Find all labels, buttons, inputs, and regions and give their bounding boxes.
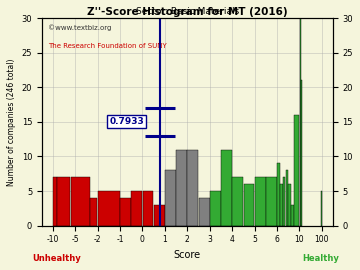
Bar (90, 198, 98, 226)
Bar (255, 177, 266, 226)
Text: ©www.textbiz.org: ©www.textbiz.org (48, 24, 111, 31)
Bar (321, 191, 322, 226)
Bar (301, 80, 302, 226)
Bar (288, 184, 291, 226)
Bar (221, 150, 232, 226)
Bar (291, 205, 294, 226)
Bar (266, 177, 277, 226)
Bar (283, 177, 285, 226)
Bar (199, 198, 210, 226)
Text: 0.7933: 0.7933 (109, 117, 144, 126)
Bar (165, 170, 176, 226)
Text: Unhealthy: Unhealthy (32, 254, 81, 263)
Bar (244, 184, 255, 226)
Bar (98, 191, 120, 226)
Title: Z''-Score Histogram for MT (2016): Z''-Score Histogram for MT (2016) (87, 7, 288, 17)
Bar (277, 163, 280, 226)
Bar (176, 150, 187, 226)
Bar (210, 191, 221, 226)
Text: Sector: Basic Materials: Sector: Basic Materials (136, 7, 239, 16)
X-axis label: Score: Score (174, 250, 201, 260)
Bar (294, 115, 300, 226)
Bar (285, 170, 288, 226)
Bar (120, 198, 131, 226)
Bar (300, 18, 301, 226)
Bar (143, 191, 153, 226)
Y-axis label: Number of companies (246 total): Number of companies (246 total) (7, 58, 16, 185)
Bar (53, 177, 57, 226)
Text: Healthy: Healthy (302, 254, 339, 263)
Bar (188, 150, 198, 226)
Bar (131, 191, 142, 226)
Bar (154, 205, 165, 226)
Bar (280, 184, 283, 226)
Bar (232, 177, 243, 226)
Text: The Research Foundation of SUNY: The Research Foundation of SUNY (48, 43, 166, 49)
Bar (57, 177, 70, 226)
Bar (71, 177, 90, 226)
